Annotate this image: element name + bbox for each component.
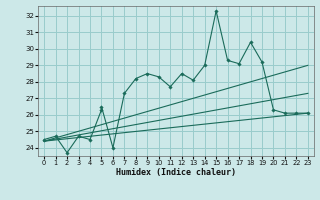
- X-axis label: Humidex (Indice chaleur): Humidex (Indice chaleur): [116, 168, 236, 177]
